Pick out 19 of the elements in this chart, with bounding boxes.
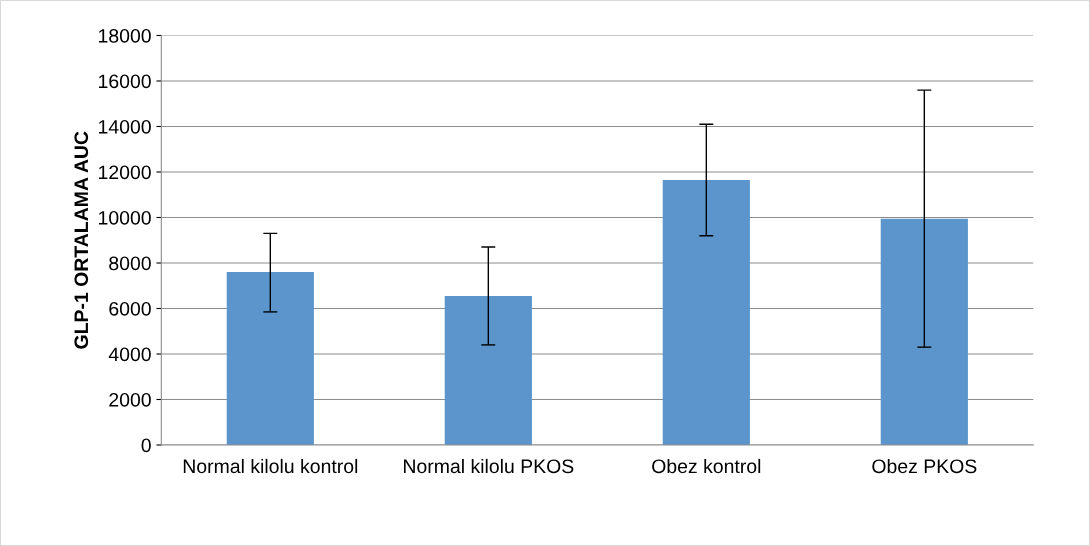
y-axis-title: GLP-1 ORTALAMA AUC: [74, 131, 89, 349]
bar: [226, 272, 314, 445]
y-tick-label: 2000: [109, 392, 151, 407]
bar: [662, 179, 750, 445]
bar: [880, 218, 968, 445]
x-tick-label: Normal kilolu kontrol: [183, 458, 358, 474]
y-tick-label: 0: [141, 438, 151, 453]
y-tick-label: 6000: [109, 301, 151, 316]
y-tick-label: 12000: [99, 165, 151, 180]
x-tick-label: Obez PKOS: [872, 458, 977, 474]
y-tick-label: 4000: [108, 347, 151, 362]
y-tick-label: 16000: [99, 74, 151, 89]
y-tick-label: 14000: [99, 119, 151, 134]
y-tick-label: 18000: [99, 28, 151, 43]
x-tick-label: Obez kontrol: [652, 458, 761, 474]
bar: [444, 295, 532, 445]
y-tick-label: 10000: [99, 210, 151, 225]
x-tick-label: Normal kilolu PKOS: [404, 458, 574, 474]
y-tick-label: 8000: [109, 256, 151, 271]
